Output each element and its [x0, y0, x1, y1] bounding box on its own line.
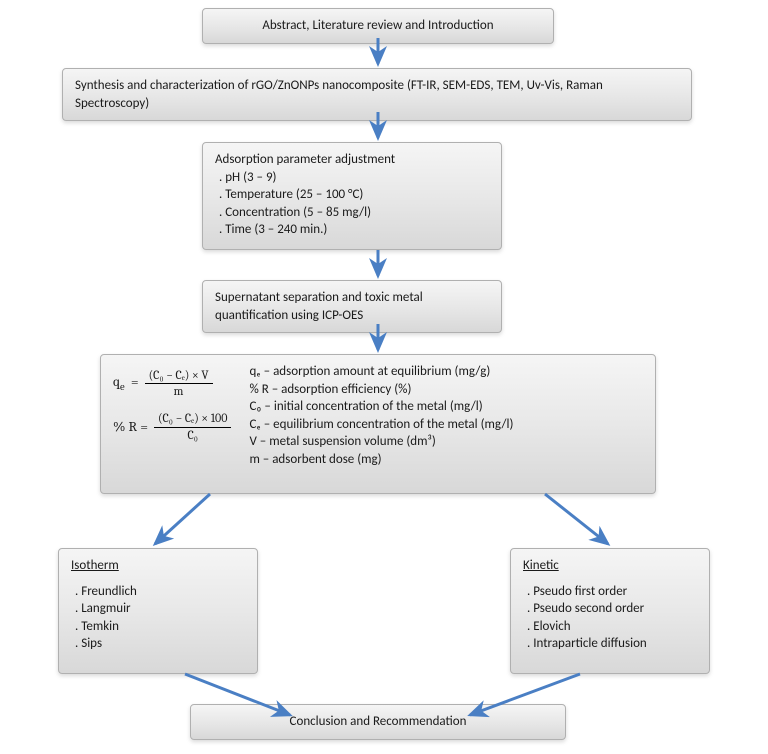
list-item: . Elovich [523, 618, 697, 636]
node-supernatant: Supernatant separation and toxic metal q… [202, 280, 502, 333]
definition: V – metal suspension volume (dm³) [249, 433, 513, 451]
node-adsorption-params: Adsorption parameter adjustment . pH (3 … [202, 142, 502, 250]
definition: Cₑ – equilibrium concentration of the me… [249, 416, 513, 434]
equations-column: qe = (C₀ − Cₑ) × V m % R = (C₀ − Cₑ) × 1… [113, 363, 231, 442]
node-abstract: Abstract, Literature review and Introduc… [202, 8, 554, 44]
definition: qₑ – adsorption amount at equilibrium (m… [249, 363, 513, 381]
list-item: . Sips [71, 635, 245, 653]
list-item: . Pseudo second order [523, 600, 697, 618]
definition: m – adsorbent dose (mg) [249, 451, 513, 469]
definitions-column: qₑ – adsorption amount at equilibrium (m… [249, 363, 513, 468]
list-item: . Langmuir [71, 600, 245, 618]
list-item: . Time (3 – 240 min.) [215, 221, 489, 239]
node-kinetic: Kinetic . Pseudo first order . Pseudo se… [510, 548, 710, 674]
equation-qe: qe = (C₀ − Cₑ) × V m [113, 369, 231, 398]
node-title: Adsorption parameter adjustment [215, 151, 489, 169]
equation-pr: % R = (C₀ − Cₑ) × 100 C₀ [113, 412, 231, 441]
node-synthesis: Synthesis and characterization of rGO/Zn… [62, 68, 692, 121]
node-isotherm: Isotherm . Freundlich . Langmuir . Temki… [58, 548, 258, 674]
node-title: Isotherm [71, 557, 245, 575]
node-text: Conclusion and Recommendation [203, 713, 553, 731]
node-conclusion: Conclusion and Recommendation [190, 704, 566, 740]
list-item: . Freundlich [71, 583, 245, 601]
node-text: Supernatant separation and toxic metal q… [215, 289, 489, 324]
node-title: Kinetic [523, 557, 697, 575]
list-item: . pH (3 – 9) [215, 169, 489, 187]
definition: % R – adsorption efficiency (%) [249, 381, 513, 399]
definition: C₀ – initial concentration of the metal … [249, 398, 513, 416]
node-text: Synthesis and characterization of rGO/Zn… [75, 77, 679, 112]
node-text: Abstract, Literature review and Introduc… [215, 17, 541, 35]
list-item: . Concentration (5 – 85 mg/l) [215, 204, 489, 222]
list-item: . Intraparticle diffusion [523, 635, 697, 653]
node-equations: qe = (C₀ − Cₑ) × V m % R = (C₀ − Cₑ) × 1… [100, 354, 656, 494]
list-item: . Temkin [71, 618, 245, 636]
list-item: . Temperature (25 – 100 °C) [215, 186, 489, 204]
list-item: . Pseudo first order [523, 583, 697, 601]
